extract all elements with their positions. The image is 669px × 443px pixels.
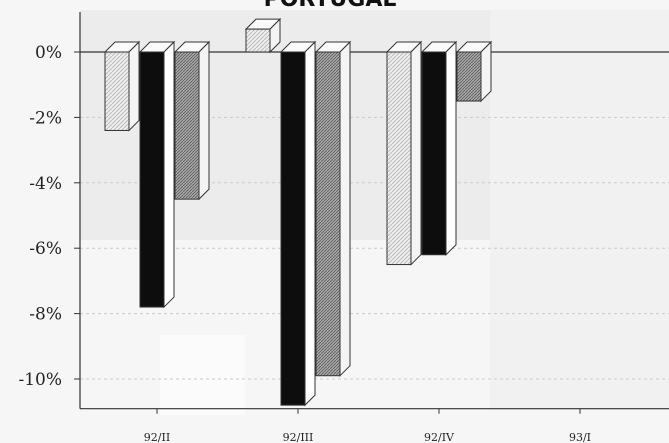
y-tick-label: -2% [29, 108, 62, 128]
bar-front-face [281, 52, 305, 405]
bar-front-face [175, 52, 199, 199]
y-tick-label: 0% [35, 43, 62, 63]
y-tick-label: -6% [29, 239, 62, 259]
bar-2-1 [246, 19, 280, 52]
bar-2-3 [316, 42, 350, 376]
chart-title: PORTUGAL [264, 0, 397, 12]
bar-front-face [387, 52, 411, 265]
bar-front-face [140, 52, 164, 307]
x-tick-label: 93/I [569, 431, 591, 443]
bar-side-face [164, 42, 174, 307]
bar-side-face [481, 42, 491, 101]
bar-1-1 [105, 42, 139, 130]
x-tick-label: 92/II [144, 431, 170, 443]
x-tick-label: 92/III [283, 431, 314, 443]
bar-side-face [305, 42, 315, 405]
bar-3-3 [457, 42, 491, 101]
bar-side-face [129, 42, 139, 130]
bar-side-face [446, 42, 456, 255]
bar-front-face [105, 52, 129, 130]
bar-side-face [340, 42, 350, 376]
bar-front-face [422, 52, 446, 255]
bar-front-face [457, 52, 481, 101]
bar-side-face [199, 42, 209, 199]
bar-3-2 [422, 42, 456, 255]
bar-side-face [411, 42, 421, 265]
plot-background-block [490, 10, 669, 410]
y-tick-label: -10% [18, 370, 62, 390]
bar-front-face [316, 52, 340, 376]
x-tick-label: 92/IV [424, 431, 455, 443]
bar-1-2 [140, 42, 174, 307]
y-tick-label: -4% [29, 174, 62, 194]
bar-front-face [246, 29, 270, 52]
y-tick-label: -8% [29, 305, 62, 325]
bar-2-2 [281, 42, 315, 405]
bar-3-1 [387, 42, 421, 265]
bar-1-3 [175, 42, 209, 199]
plot-background-block [160, 335, 245, 415]
